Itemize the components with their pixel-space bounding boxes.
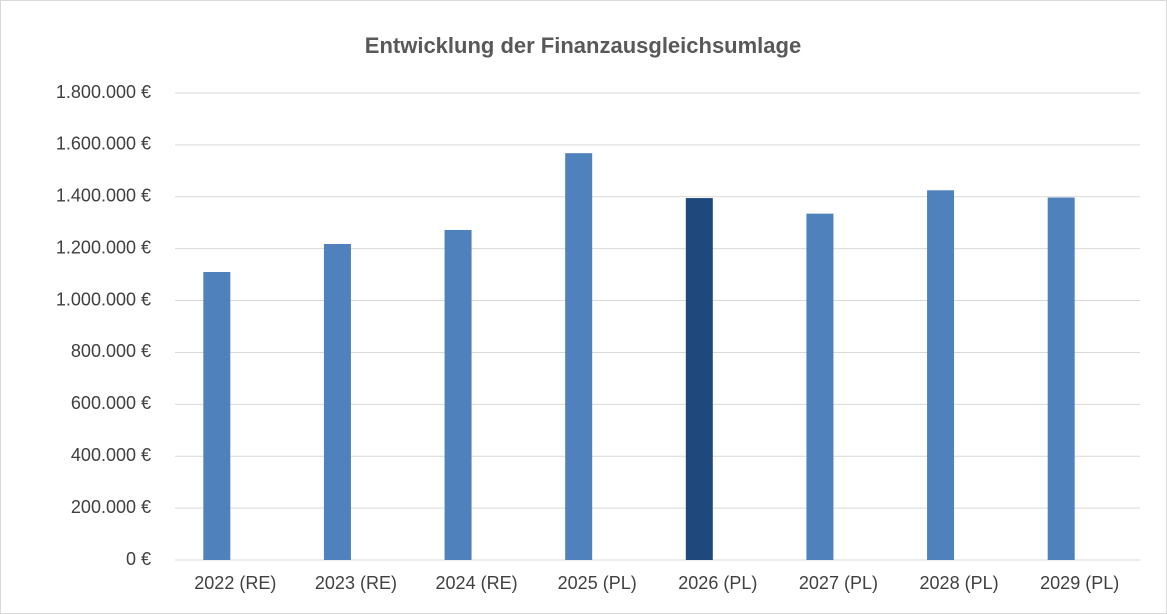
y-tick-label: 200.000 € bbox=[71, 497, 151, 517]
y-tick-label: 1.800.000 € bbox=[56, 82, 151, 102]
bar bbox=[444, 229, 472, 560]
bar bbox=[203, 272, 231, 560]
x-tick-label: 2022 (RE) bbox=[194, 573, 276, 593]
x-tick-label: 2023 (RE) bbox=[315, 573, 397, 593]
bar bbox=[323, 243, 351, 560]
y-tick-label: 1.600.000 € bbox=[56, 134, 151, 154]
bar bbox=[1047, 197, 1075, 561]
y-tick-label: 1.400.000 € bbox=[56, 186, 151, 206]
y-tick-label: 600.000 € bbox=[71, 393, 151, 413]
x-tick-label: 2027 (PL) bbox=[799, 573, 878, 593]
y-tick-label: 800.000 € bbox=[71, 341, 151, 361]
x-tick-label: 2029 (PL) bbox=[1040, 573, 1119, 593]
y-tick-label: 400.000 € bbox=[71, 445, 151, 465]
y-tick-label: 1.000.000 € bbox=[56, 289, 151, 309]
bar bbox=[806, 213, 834, 560]
x-tick-label: 2025 (PL) bbox=[558, 573, 637, 593]
x-tick-label: 2026 (PL) bbox=[678, 573, 757, 593]
bar bbox=[565, 153, 593, 561]
y-tick-label: 0 € bbox=[126, 549, 151, 569]
bar bbox=[927, 190, 955, 560]
chart-title: Entwicklung der Finanzausgleichsumlage bbox=[365, 33, 801, 58]
bar bbox=[685, 198, 713, 560]
y-tick-label: 1.200.000 € bbox=[56, 237, 151, 257]
x-tick-label: 2024 (RE) bbox=[436, 573, 518, 593]
x-tick-label: 2028 (PL) bbox=[920, 573, 999, 593]
